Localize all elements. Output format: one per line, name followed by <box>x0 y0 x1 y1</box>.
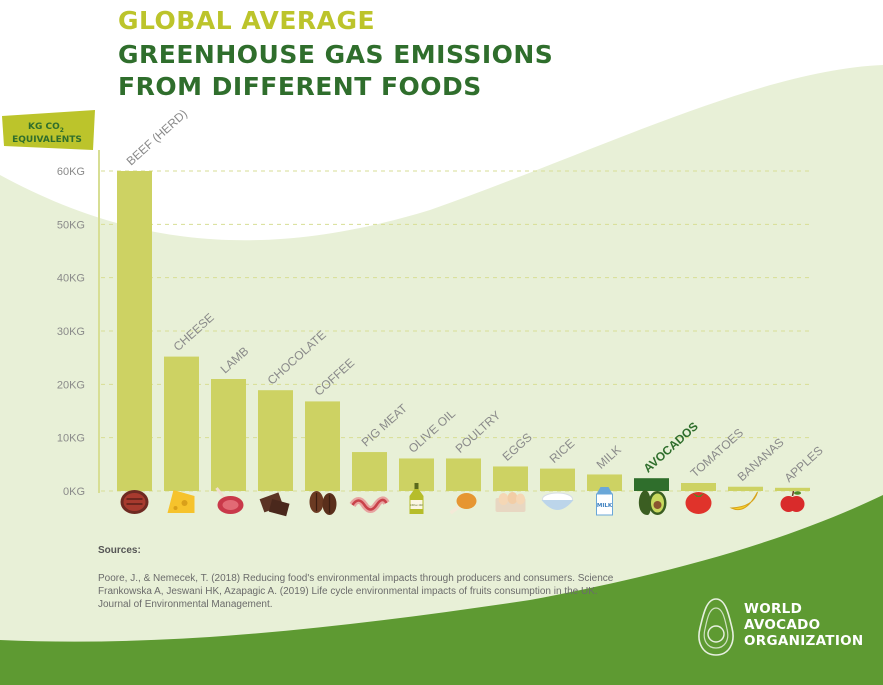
bar-beef-herd <box>117 171 152 491</box>
olive-oil-bottle-icon: Olive Oil <box>409 483 424 514</box>
steak-icon <box>120 490 149 514</box>
title-line-3: FROM DIFFERENT FOODS <box>118 72 482 101</box>
category-label: MILK <box>594 443 624 472</box>
rice-bowl-icon <box>541 492 574 510</box>
bar-pig-meat <box>352 452 387 491</box>
bar-avocados <box>634 478 669 491</box>
bar-cheese <box>164 356 199 491</box>
category-label: COFFEE <box>312 356 358 399</box>
bar-apples <box>775 487 810 491</box>
emissions-bar-chart: KG CO2 EQUIVALENTS 0KG 10KG 20KG 30KG 40KG 50… <box>2 107 826 517</box>
category-label: POULTRY <box>453 408 504 456</box>
y-tick-label: 30KG <box>57 326 85 338</box>
title-line-2: GREENHOUSE GAS EMISSIONS <box>118 40 554 69</box>
avocado-icon <box>638 490 667 515</box>
chocolate-icon <box>259 492 290 517</box>
category-label: APPLES <box>782 443 826 485</box>
logo-line-2: AVOCADO <box>744 617 821 633</box>
cheese-icon <box>167 490 195 513</box>
banana-icon <box>729 491 758 511</box>
y-tick-label: 0KG <box>63 486 85 498</box>
category-label: CHEESE <box>171 310 217 353</box>
light-green-wash <box>0 65 883 685</box>
bar-lamb <box>211 379 246 491</box>
bar-poultry <box>446 458 481 491</box>
y-tick-label: 40KG <box>57 273 85 285</box>
logo-line-3: ORGANIZATION <box>744 633 864 649</box>
olive-oil-label-text: Olive Oil <box>410 503 423 507</box>
category-label: OLIVE OIL <box>406 406 459 455</box>
logo-line-1: WORLD <box>744 601 803 617</box>
y-tick-label: 50KG <box>57 219 85 231</box>
bars <box>117 171 810 491</box>
bar-chocolate <box>258 390 293 491</box>
tomato-icon <box>685 492 712 514</box>
y-tick-labels: 0KG 10KG 20KG 30KG 40KG 50KG 60KG <box>57 166 85 498</box>
bacon-icon <box>349 496 390 513</box>
category-label: BANANAS <box>735 435 787 484</box>
source-line-2: Frankowska A, Jeswani HK, Azapagic A. (2… <box>98 586 598 597</box>
sources-header: Sources: <box>98 545 141 556</box>
bar-bananas <box>728 486 763 491</box>
source-line-3: Journal of Environmental Management. <box>98 599 273 610</box>
category-label: RICE <box>547 436 578 466</box>
food-icons: Olive Oil MILK <box>120 483 805 517</box>
source-line-1: Poore, J., & Nemecek, T. (2018) Reducing… <box>98 573 614 584</box>
lamb-chop-icon <box>215 487 244 514</box>
y-axis-unit-label: KG CO2 <box>28 122 64 134</box>
sources-block: Sources: Poore, J., & Nemecek, T. (2018)… <box>98 545 613 611</box>
category-label: LAMB <box>218 344 252 376</box>
bar-milk <box>587 474 622 491</box>
eggs-icon <box>495 492 526 512</box>
bar-rice <box>540 468 575 491</box>
apple-icon <box>780 490 805 512</box>
logo-wordmark: WORLD AVOCADO ORGANIZATION <box>744 601 864 649</box>
category-label: PIG MEAT <box>359 401 411 450</box>
title-line-1: GLOBAL AVERAGE <box>118 6 376 35</box>
category-label: CHOCOLATE <box>265 328 329 388</box>
coffee-beans-icon <box>309 491 337 515</box>
wao-logo: WORLD AVOCADO ORGANIZATION <box>694 596 864 660</box>
avocado-logo-icon <box>698 598 734 656</box>
y-axis-unit-badge: KG CO2 EQUIVALENTS <box>2 110 95 150</box>
milk-carton-icon: MILK <box>596 487 613 516</box>
category-label: EGGS <box>500 430 535 464</box>
milk-carton-label-text: MILK <box>597 503 613 509</box>
y-tick-label: 60KG <box>57 166 85 178</box>
bar-coffee <box>305 401 340 491</box>
y-axis-unit-label-line2: EQUIVALENTS <box>12 135 82 145</box>
bar-tomatoes <box>681 483 716 491</box>
bar-eggs <box>493 466 528 491</box>
y-tick-label: 20KG <box>57 379 85 391</box>
y-tick-label: 10KG <box>57 433 85 445</box>
category-label: BEEF (HERD) <box>124 107 190 169</box>
dark-green-wave <box>0 495 883 685</box>
chicken-leg-icon <box>449 493 477 515</box>
